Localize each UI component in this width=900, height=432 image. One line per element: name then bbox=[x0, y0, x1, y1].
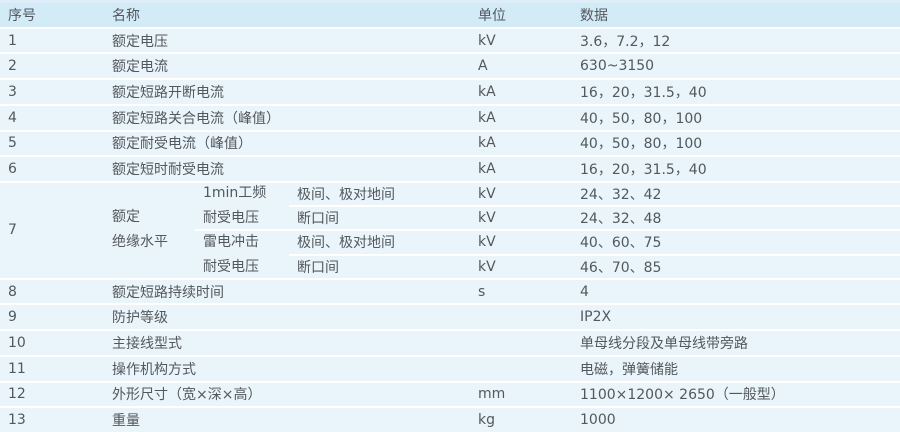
value-cell: 1100×1200× 2650（一般型） bbox=[580, 387, 785, 404]
scope-cell: 断口间 bbox=[297, 211, 339, 228]
unit-cell: kA bbox=[478, 109, 496, 126]
serial-cell: 13 bbox=[8, 412, 26, 429]
value-cell: 16，20，31.5，40 bbox=[580, 162, 707, 179]
unit-cell: kA bbox=[478, 135, 496, 152]
unit-cell: kV bbox=[478, 186, 496, 203]
serial-cell: 8 bbox=[8, 283, 17, 300]
lightning-impulse-group: 雷电冲击 耐受电压 极间、极对地间 kV 40、60、75 断口间 kV 46、… bbox=[195, 229, 900, 277]
unit-cell: kV bbox=[478, 210, 496, 227]
name-cell: 额定电压 bbox=[112, 33, 168, 50]
table-row: 4 额定短路关合电流（峰值） kA 40，50，80，100 bbox=[0, 105, 900, 132]
value-cell: IP2X bbox=[580, 309, 612, 326]
name-cell: 额定耐受电流（峰值） bbox=[112, 136, 252, 153]
name-cell: 主接线型式 bbox=[112, 336, 182, 352]
serial-cell: 5 bbox=[8, 135, 17, 152]
name-line: 绝缘水平 bbox=[112, 234, 168, 251]
serial-cell: 2 bbox=[8, 58, 17, 75]
unit-cell: kA bbox=[478, 83, 496, 100]
name-cell: 额定短路持续时间 bbox=[112, 284, 224, 301]
serial-cell: 1 bbox=[8, 32, 17, 49]
table-row: 5 额定耐受电流（峰值） kA 40，50，80，100 bbox=[0, 131, 900, 158]
value-cell: 电磁，弹簧储能 bbox=[580, 361, 678, 378]
table-row: 11 操作机构方式 电磁，弹簧储能 bbox=[0, 356, 900, 383]
table-row: 1 额定电压 kV 3.6，7.2，12 bbox=[0, 28, 900, 55]
value-cell: 单母线分段及单母线带旁路 bbox=[580, 336, 748, 352]
insulation-subtable: 1min工频 耐受电压 极间、极对地间 kV 24、32、42 断口间 kV 2… bbox=[195, 183, 900, 278]
serial-cell: 11 bbox=[8, 360, 26, 377]
name-cell: 防护等级 bbox=[112, 310, 168, 327]
group-label: 1min工频 耐受电压 bbox=[195, 183, 289, 229]
serial-cell: 6 bbox=[8, 161, 17, 178]
table-row: 9 防护等级 IP2X bbox=[0, 305, 900, 332]
serial-cell: 7 bbox=[8, 222, 17, 239]
name-cell: 额定电流 bbox=[112, 59, 168, 76]
table-row-insulation-level: 7 额定 绝缘水平 1min工频 耐受电压 极间、极对地间 kV 24、32、4… bbox=[0, 182, 900, 280]
table-row: 6 额定短时耐受电流 kA 16，20，31.5，40 bbox=[0, 157, 900, 183]
table-row: 8 额定短路持续时间 s 4 bbox=[0, 279, 900, 306]
group-label-line: 耐受电压 bbox=[203, 258, 259, 275]
sub-row: 断口间 kV 24、32、48 bbox=[289, 205, 900, 229]
unit-cell: kA bbox=[478, 161, 496, 178]
table-header-row: 序号 名称 单位 数据 bbox=[0, 3, 900, 29]
name-cell: 外形尺寸（宽×深×高） bbox=[112, 387, 262, 404]
group-label-line: 雷电冲击 bbox=[203, 233, 259, 250]
sub-row: 极间、极对地间 kV 40、60、75 bbox=[289, 231, 900, 253]
value-cell: 16，20，31.5，40 bbox=[580, 84, 707, 101]
serial-cell: 4 bbox=[8, 109, 17, 126]
value-cell: 40，50，80，100 bbox=[580, 110, 703, 127]
scope-cell: 极间、极对地间 bbox=[297, 187, 395, 204]
name-line: 额定 bbox=[112, 209, 140, 226]
value-cell: 46、70、85 bbox=[580, 259, 662, 276]
scope-cell: 断口间 bbox=[297, 259, 339, 276]
serial-cell: 3 bbox=[8, 83, 17, 100]
serial-cell: 10 bbox=[8, 335, 26, 351]
header-unit: 单位 bbox=[478, 7, 506, 24]
value-cell: 40，50，80，100 bbox=[580, 136, 703, 153]
header-name: 名称 bbox=[112, 7, 140, 24]
value-cell: 24、32、48 bbox=[580, 211, 662, 228]
header-data: 数据 bbox=[580, 7, 608, 24]
table-row: 13 重量 kg 1000 bbox=[0, 408, 900, 432]
table-row: 10 主接线型式 单母线分段及单母线带旁路 bbox=[0, 331, 900, 357]
value-cell: 630~3150 bbox=[580, 58, 655, 75]
unit-cell: A bbox=[478, 58, 488, 75]
serial-cell: 12 bbox=[8, 386, 26, 403]
name-cell: 额定 绝缘水平 bbox=[104, 183, 195, 278]
unit-cell: kV bbox=[478, 258, 496, 275]
header-serial: 序号 bbox=[8, 7, 36, 24]
sub-row: 极间、极对地间 kV 24、32、42 bbox=[289, 183, 900, 205]
power-frequency-group: 1min工频 耐受电压 极间、极对地间 kV 24、32、42 断口间 kV 2… bbox=[195, 183, 900, 229]
value-cell: 1000 bbox=[580, 412, 616, 429]
unit-cell: kV bbox=[478, 32, 496, 49]
name-cell: 额定短路关合电流（峰值） bbox=[112, 110, 280, 127]
name-cell: 操作机构方式 bbox=[112, 361, 196, 378]
unit-cell: kg bbox=[478, 412, 495, 429]
value-cell: 24、32、42 bbox=[580, 187, 662, 204]
serial-cell: 9 bbox=[8, 309, 17, 326]
value-cell: 4 bbox=[580, 283, 589, 300]
sub-row: 断口间 kV 46、70、85 bbox=[289, 253, 900, 278]
value-cell: 3.6，7.2，12 bbox=[580, 33, 671, 50]
name-cell: 额定短路开断电流 bbox=[112, 84, 224, 101]
unit-cell: mm bbox=[478, 386, 506, 403]
group-label: 雷电冲击 耐受电压 bbox=[195, 231, 289, 277]
name-cell: 重量 bbox=[112, 413, 140, 430]
table-row: 3 额定短路开断电流 kA 16，20，31.5，40 bbox=[0, 80, 900, 106]
unit-cell: s bbox=[478, 283, 486, 300]
unit-cell: kV bbox=[478, 234, 496, 251]
table-row: 2 额定电流 A 630~3150 bbox=[0, 54, 900, 81]
scope-cell: 极间、极对地间 bbox=[297, 235, 395, 252]
group-label-line: 1min工频 bbox=[203, 185, 267, 202]
group-label-line: 耐受电压 bbox=[203, 210, 259, 227]
name-cell: 额定短时耐受电流 bbox=[112, 162, 224, 179]
value-cell: 40、60、75 bbox=[580, 235, 662, 252]
table-row: 12 外形尺寸（宽×深×高） mm 1100×1200× 2650（一般型） bbox=[0, 382, 900, 409]
